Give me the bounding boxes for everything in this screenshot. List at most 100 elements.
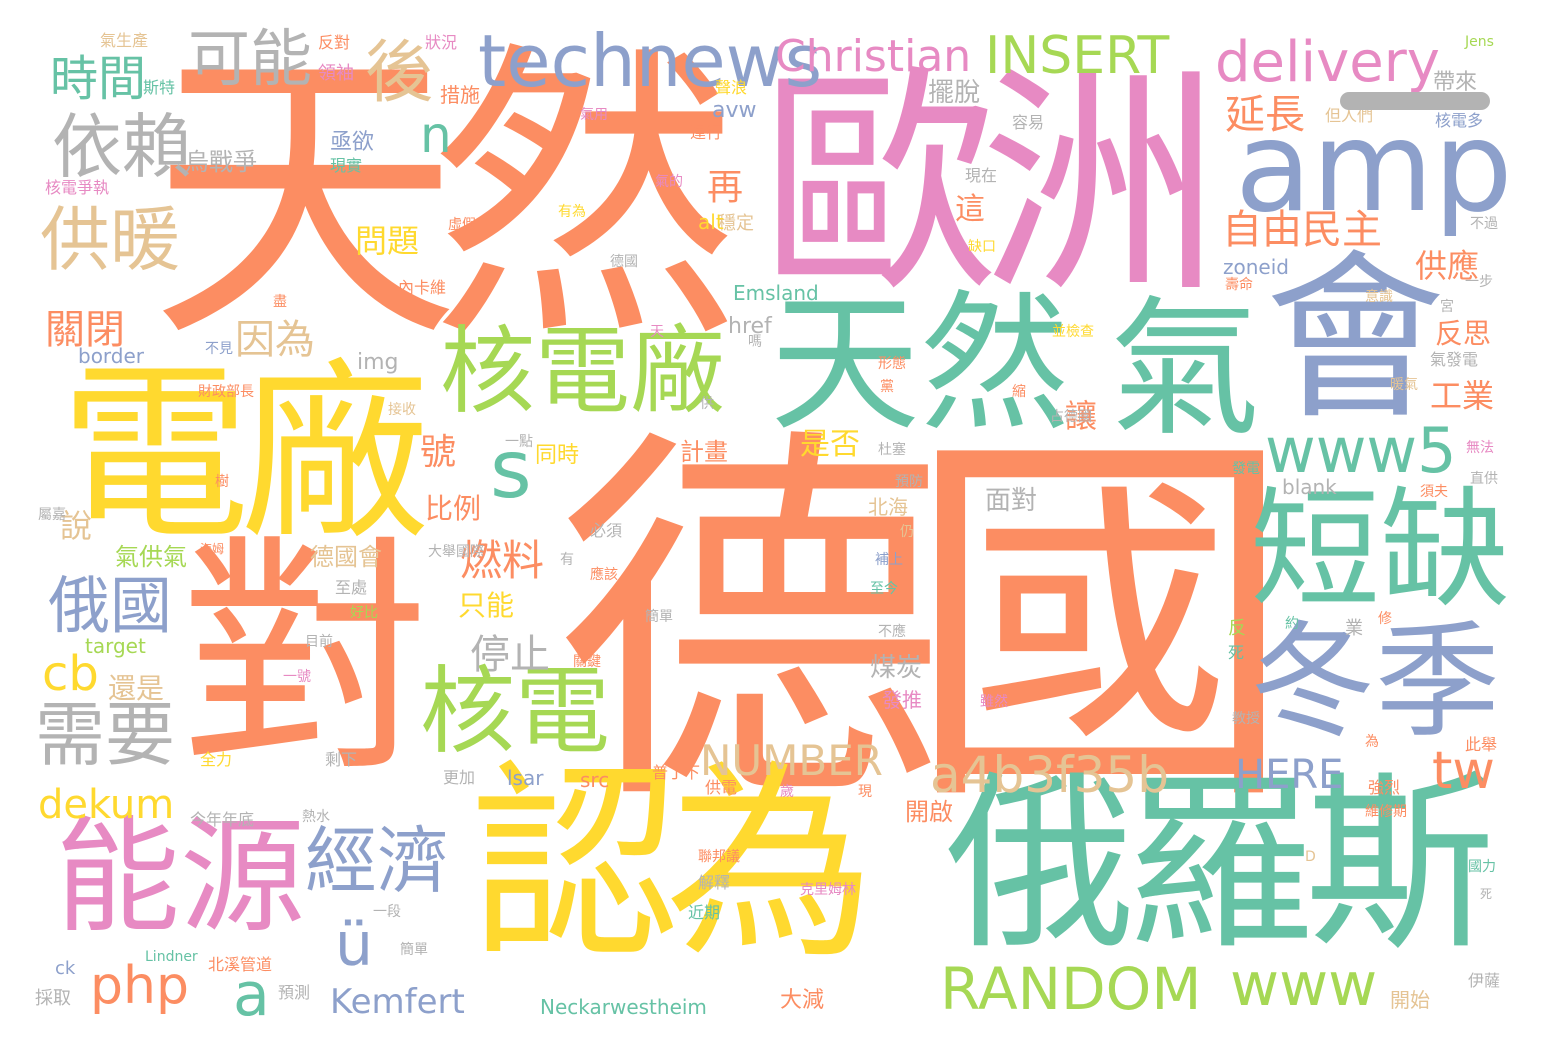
- word-s: s: [490, 423, 532, 516]
- word-quanli: 全力: [200, 750, 233, 769]
- word-yinwei: 因為: [235, 317, 315, 363]
- word-beihai: 北海: [868, 495, 908, 519]
- word-quekou: 缺口: [968, 239, 996, 255]
- word-bujian: 盡: [273, 294, 287, 310]
- word-hou: 後: [365, 34, 434, 113]
- word-sui: 目前: [305, 634, 333, 650]
- word-qishengchan: 氣生產: [100, 31, 149, 50]
- word-xujia: 虛假: [448, 217, 476, 233]
- word-you: 歲: [780, 784, 794, 800]
- word-lindner: Lindner: [145, 949, 198, 965]
- word-renwei: 認為: [470, 742, 875, 987]
- word-xiu: 屬嘉: [38, 507, 66, 523]
- word-emsland: Emsland: [733, 281, 819, 305]
- word-shouming: 壽命: [1225, 277, 1253, 293]
- word-buguo: 不過: [1470, 216, 1498, 232]
- word-bixu: 必須: [590, 521, 623, 540]
- word-zhigong: 直供: [1470, 471, 1498, 487]
- word-kemfert: Kemfert: [330, 982, 465, 1022]
- word-zhichu: 供: [700, 396, 714, 412]
- word-dui: 對: [180, 514, 430, 805]
- word-jihua: 計畫: [680, 438, 728, 466]
- word-d: D: [1305, 849, 1316, 865]
- word-meitan: 煤炭: [870, 653, 923, 683]
- word-yilai: 依賴: [52, 106, 192, 188]
- word-amp: amp: [1235, 95, 1513, 240]
- word-zai: 再: [707, 167, 744, 208]
- word-img: img: [357, 350, 399, 375]
- word-xuyao: 需要: [35, 694, 175, 776]
- word-ranliao: 燃料: [460, 536, 545, 585]
- scrollbar-thumb[interactable]: [1340, 92, 1490, 110]
- word-xianshi: 現實: [330, 156, 363, 175]
- word-xufu: 須夫: [1420, 484, 1448, 500]
- word-qi: 氣: [1110, 283, 1261, 457]
- word-neikawei: 內卡維: [398, 278, 447, 297]
- word-dajian: 大減: [780, 988, 825, 1013]
- word-zhuijia: 約: [1285, 616, 1299, 632]
- word-tw: tw: [1432, 741, 1495, 801]
- word-dang: 黨: [880, 379, 894, 395]
- word-shuo: 說: [60, 507, 93, 545]
- word-gongye: 工業: [1430, 377, 1495, 415]
- word-lianbangyi: 聯邦議: [698, 849, 740, 865]
- word-qianglie: 強烈: [1368, 778, 1401, 797]
- word-qigongqi: 氣供氣: [115, 543, 187, 571]
- word-php: php: [90, 956, 189, 1016]
- word-kelimulin: 克里姆林: [800, 882, 856, 898]
- word-guanjian: 修: [1378, 611, 1392, 627]
- word-target: target: [85, 634, 146, 658]
- word-site: 斯特: [143, 78, 176, 97]
- word-wufa: 無法: [1466, 440, 1494, 456]
- word-baituo: 擺脫: [928, 78, 981, 108]
- word-kaiqi: 開啟: [905, 798, 953, 826]
- word-hao: 號: [420, 432, 457, 473]
- word-pudingxia: 普丁下: [652, 763, 701, 782]
- word-delivery: delivery: [1215, 30, 1440, 95]
- word-ma: 天: [650, 324, 664, 340]
- word-ouzhou: 歐洲: [760, 45, 1220, 325]
- word-fan: 反: [1228, 618, 1246, 639]
- word-shu: 一號: [283, 669, 311, 685]
- word-lsar: lsar: [507, 766, 544, 790]
- word-qifadian: 氣發電: [1430, 350, 1479, 369]
- word-dianchang: 電廠: [60, 344, 430, 565]
- word-kaishi: 開始: [1390, 988, 1430, 1012]
- word-jingji: 經濟: [305, 819, 450, 903]
- word-yiduan: 一段: [373, 904, 401, 920]
- word-gongdian: 供電: [705, 778, 738, 797]
- word-insert: INSERT: [985, 26, 1170, 86]
- word-youwei: 氣的: [655, 174, 683, 190]
- word-src: src: [580, 768, 610, 792]
- word-shijian: 時間: [50, 51, 147, 107]
- word-zhijin: 至今: [870, 581, 898, 597]
- word-haobi: 好比: [350, 605, 378, 621]
- word-rang: 讓: [1065, 397, 1098, 435]
- word-jieshi: 解釋: [698, 873, 731, 892]
- word-yufang: 現: [858, 784, 872, 800]
- word-jens: Jens: [1465, 34, 1494, 50]
- word-caiqu: 採取: [35, 988, 71, 1009]
- word-zoneid: zoneid: [1223, 255, 1289, 279]
- word-haishi: 還是: [108, 672, 165, 705]
- word-jin: 有為: [558, 204, 586, 220]
- word-tian: 不見: [205, 341, 233, 357]
- word-qiyong: 氣用: [580, 107, 608, 123]
- word-weixiuqi: 維修期: [1365, 804, 1407, 820]
- word-technews: technews: [478, 19, 823, 103]
- word-gong: 宮: [1440, 299, 1454, 315]
- word-zhe: 這: [955, 192, 985, 227]
- word-suohui: 有: [560, 552, 574, 568]
- word-guanbi: 關閉: [45, 307, 125, 353]
- word-deguo-small: 暖氣: [1390, 377, 1418, 393]
- word-xianzai: 現在: [965, 166, 998, 185]
- word-fandui: 反對: [318, 33, 351, 52]
- word-zhandeguo: 縮: [1012, 384, 1026, 400]
- word-wei: 為: [1365, 734, 1379, 750]
- word-hediansecret: 核電爭執: [45, 178, 110, 197]
- word-bingjiancha: 並檢查: [1052, 324, 1094, 340]
- word-hedianchang: 核電廠: [440, 317, 726, 427]
- word-jiaoshou: 教授: [1232, 711, 1260, 727]
- word-caizhengbuzhang: 財政部長: [198, 384, 254, 400]
